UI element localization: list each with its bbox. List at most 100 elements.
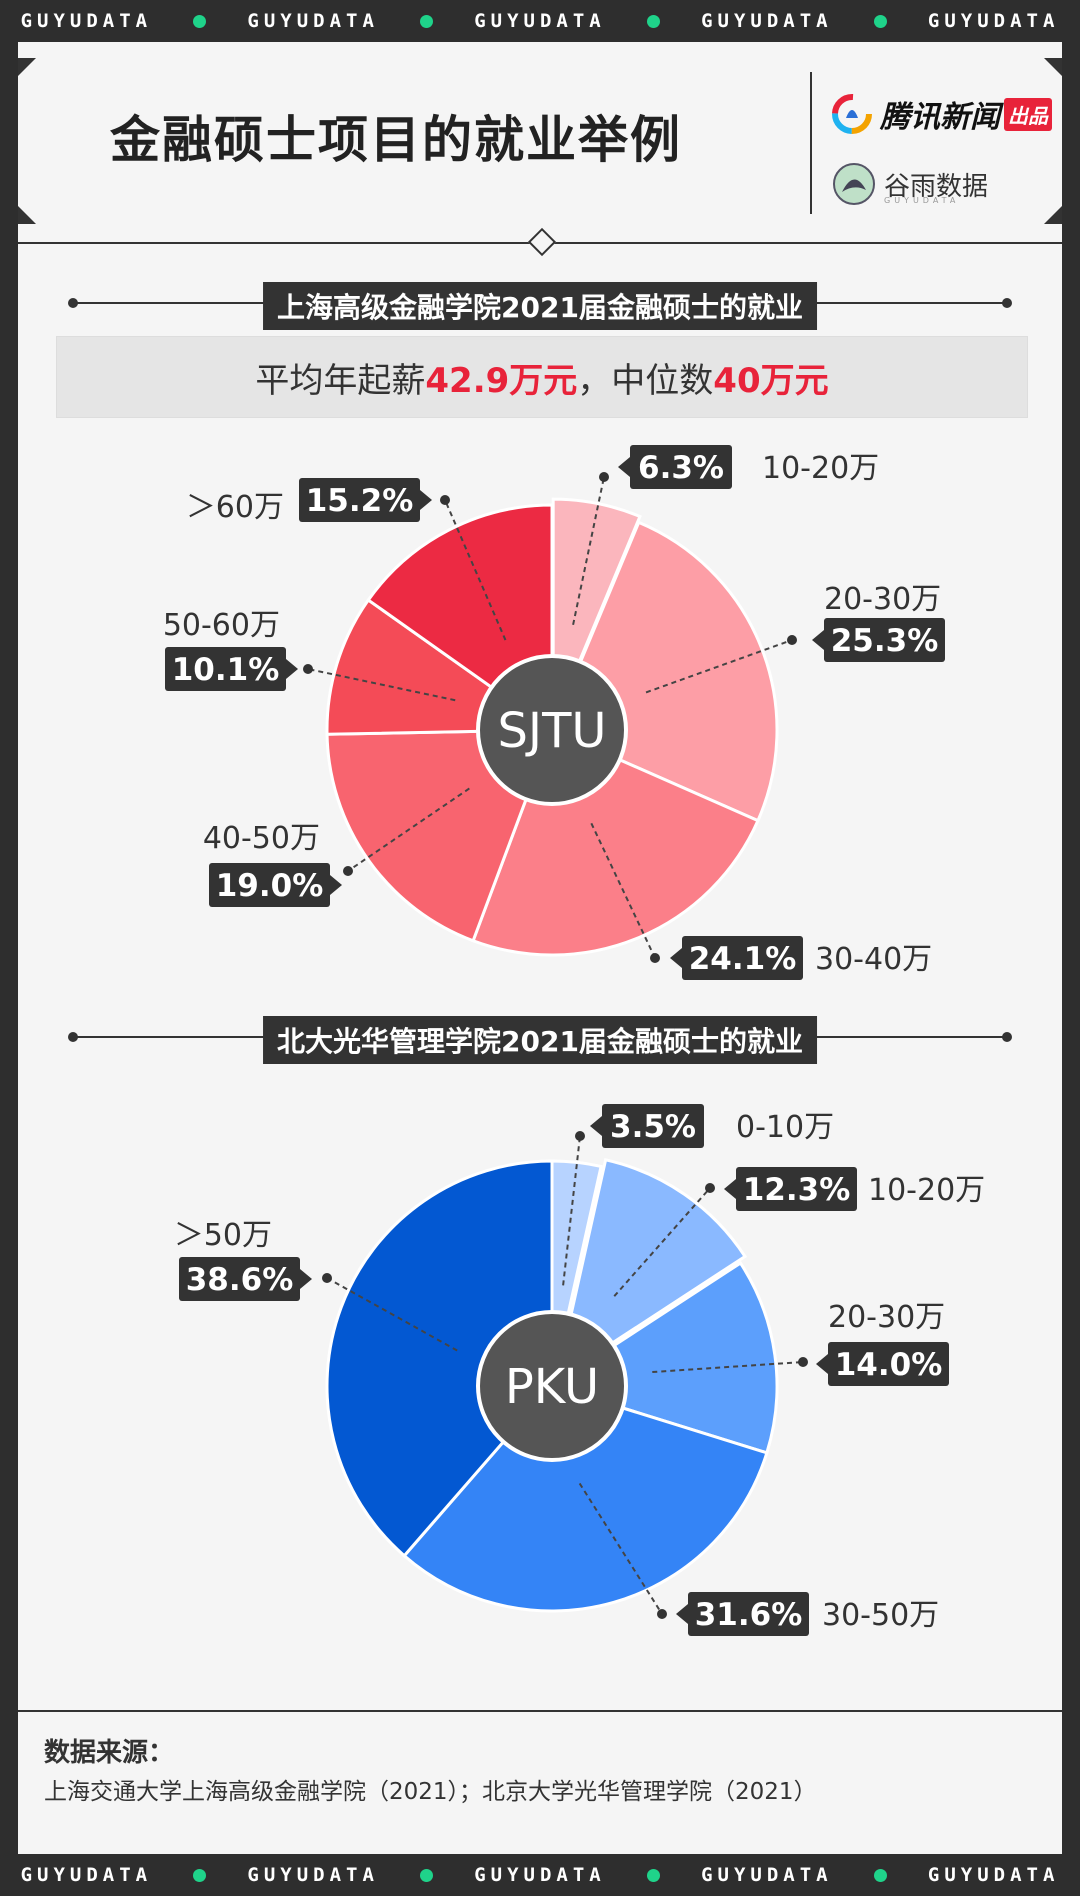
sjtu-section-title: 上海高级金融学院2021届金融硕士的就业 — [263, 282, 817, 330]
tencent-news-text: 腾讯新闻 — [880, 100, 1000, 135]
pie-pku — [325, 1158, 779, 1613]
source-label: 数据来源： — [44, 1738, 175, 1768]
category-label: 30-50万 — [822, 1598, 939, 1633]
leader-line — [347, 787, 470, 872]
dot-icon — [420, 14, 434, 28]
category-label: 40-50万 — [203, 821, 320, 856]
header-divider — [810, 72, 812, 214]
leader-dot — [575, 1131, 585, 1141]
category-label: ＞60万 — [186, 490, 284, 525]
pie-center-label: PKU — [505, 1359, 599, 1415]
tag-pointer — [286, 659, 298, 679]
value-tag: 24.1% — [670, 936, 803, 980]
value-tag-bg — [824, 618, 945, 662]
leader-line — [613, 1187, 711, 1297]
banner-text: GUYUDATA — [474, 10, 606, 32]
pie-center — [476, 654, 628, 806]
salary-summary: 平均年起薪 42.9万元 ，中位数 40万元 — [56, 336, 1028, 418]
value-label: 15.2% — [306, 483, 414, 519]
category-label: 10-20万 — [868, 1173, 985, 1208]
tag-pointer — [618, 457, 630, 477]
banner-text: GUYUDATA — [20, 10, 153, 32]
dot-icon — [193, 1868, 207, 1882]
tencent-news-logo: 腾讯新闻 出品 — [832, 92, 1052, 136]
pie-slice — [554, 1158, 748, 1383]
category-label: 20-30万 — [824, 582, 941, 617]
leader-dot — [303, 664, 313, 674]
value-tag-bg — [179, 1257, 300, 1301]
salary-average: 42.9万元 — [425, 360, 578, 401]
leader-line — [307, 668, 456, 702]
leader-line — [572, 476, 605, 626]
value-label: 6.3% — [638, 450, 724, 486]
banner-text: GUYUDATA — [474, 1864, 606, 1886]
value-tag: 25.3% — [812, 618, 945, 662]
leader-dot — [322, 1273, 332, 1283]
leader-line — [444, 499, 507, 641]
value-tag-bg — [682, 936, 803, 980]
value-tag: 19.0% — [209, 863, 342, 907]
category-label: 30-40万 — [815, 942, 932, 977]
tag-pointer — [330, 875, 342, 895]
tencent-logo-icon — [832, 94, 872, 134]
banner-text: GUYUDATA — [20, 1864, 153, 1886]
leader-line — [326, 1277, 458, 1352]
value-tag-bg — [165, 647, 286, 691]
category-label: ＞50万 — [174, 1218, 272, 1253]
corner-marks — [18, 58, 1062, 224]
category-label: 0-10万 — [736, 1110, 834, 1145]
value-tag: 10.1% — [165, 647, 298, 691]
value-label: 25.3% — [831, 623, 939, 659]
value-tag-bg — [299, 478, 420, 522]
leader-dot — [657, 1609, 667, 1619]
bottom-banner: GUYUDATA GUYUDATA GUYUDATA GUYUDATA GUYU… — [0, 1854, 1080, 1896]
pku-section-title: 北大光华管理学院2021届金融硕士的就业 — [263, 1016, 817, 1064]
category-label: 10-20万 — [762, 451, 879, 486]
top-banner: GUYUDATA GUYUDATA GUYUDATA GUYUDATA GUYU… — [0, 0, 1080, 42]
guyu-logo-icon — [833, 163, 875, 205]
tag-pointer — [812, 630, 824, 650]
value-tag-bg — [630, 445, 732, 489]
leader-dot — [650, 953, 660, 963]
tag-pointer — [590, 1116, 602, 1136]
dot-icon — [873, 14, 887, 28]
banner-text: GUYUDATA — [247, 1864, 379, 1886]
dot-icon — [420, 1868, 434, 1882]
value-tag-bg — [736, 1167, 857, 1211]
salary-prefix: 平均年起薪 — [255, 360, 426, 401]
value-tag: 12.3% — [724, 1167, 857, 1211]
dot-icon — [873, 1868, 887, 1882]
pie-charts: 6.3% 10-20万 25.3% 20-30万 24.1% 30-40万 19.0% 40-… — [163, 445, 985, 1636]
page-title: 金融硕士项目的就业举例 — [110, 111, 682, 169]
value-label: 3.5% — [610, 1109, 696, 1145]
leader-line — [562, 1135, 581, 1286]
value-tag: 6.3% — [618, 445, 732, 489]
tag-pointer — [724, 1179, 736, 1199]
leader-line — [652, 1361, 804, 1374]
pie-slice — [325, 728, 555, 943]
banner-text: GUYUDATA — [701, 10, 833, 32]
tag-pointer — [816, 1354, 828, 1374]
leader-dot — [343, 866, 353, 876]
pie-slice — [402, 1384, 769, 1613]
banner-text: GUYUDATA — [927, 10, 1060, 32]
value-tag: 3.5% — [590, 1104, 704, 1148]
source-text: 上海交通大学上海高级金融学院（2021）；北京大学光华管理学院（2021） — [44, 1779, 817, 1805]
tag-pointer — [420, 490, 432, 510]
value-label: 38.6% — [186, 1262, 294, 1298]
guyu-data-logo: 谷雨数据 GUYUDATA — [832, 162, 988, 206]
value-tag-bg — [209, 863, 330, 907]
pie-center — [476, 1310, 628, 1462]
leader-dot — [787, 635, 797, 645]
dot-icon — [646, 1868, 660, 1882]
tag-pointer — [300, 1269, 312, 1289]
tencent-badge: 出品 — [1004, 97, 1052, 131]
leader-dot — [798, 1357, 808, 1367]
value-tag-bg — [828, 1342, 949, 1386]
leader-dot — [440, 495, 450, 505]
leader-dot — [599, 472, 609, 482]
pie-slice — [548, 1260, 779, 1455]
guyu-sub-text: GUYUDATA — [884, 196, 960, 205]
leader-line — [578, 1482, 663, 1615]
value-label: 31.6% — [695, 1597, 803, 1633]
